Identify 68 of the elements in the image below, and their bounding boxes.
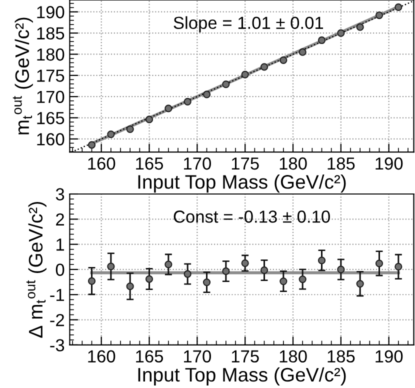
- point: [88, 141, 96, 149]
- point: [260, 266, 268, 274]
- point: [107, 262, 115, 270]
- x-tick-label: 160: [88, 350, 116, 363]
- y-tick-label: 170: [37, 90, 64, 104]
- y-tick-label: -2: [50, 314, 64, 326]
- point: [88, 277, 96, 285]
- y-tick-label: -1: [50, 288, 64, 301]
- point: [298, 275, 306, 284]
- y-axis-title: m$_{t}$$^{out}$ (GeV/c²): [12, 18, 33, 134]
- x-tick-label: 185: [328, 157, 355, 170]
- point: [318, 256, 326, 264]
- point: [202, 278, 211, 286]
- y-tick-label: 165: [37, 112, 64, 124]
- point: [337, 29, 345, 37]
- y-tick-label: 0: [56, 264, 64, 276]
- point: [356, 280, 364, 288]
- x-tick-label: 190: [376, 157, 403, 170]
- point: [222, 267, 230, 276]
- point: [260, 63, 268, 71]
- x-tick-label: 165: [136, 157, 164, 170]
- y-tick-label: 180: [37, 48, 64, 61]
- y-tick-label: 190: [37, 6, 64, 18]
- x-tick-label: 160: [88, 157, 116, 170]
- y-axis-title: Δ m$_{t}$$^{out}$ (GeV/c²): [26, 202, 46, 338]
- point: [145, 275, 154, 283]
- x-tick-label: 180: [280, 350, 307, 363]
- point: [184, 270, 192, 278]
- point: [318, 36, 326, 44]
- point: [394, 3, 402, 12]
- y-tick-label: 1: [56, 238, 64, 251]
- y-tick-label: 2: [56, 213, 64, 226]
- x-tick-label: 175: [232, 350, 259, 363]
- point: [298, 48, 306, 56]
- point: [184, 98, 192, 106]
- point: [164, 260, 172, 268]
- point: [337, 266, 345, 274]
- point: [164, 104, 172, 112]
- point: [280, 277, 288, 286]
- y-tick-label: 3: [56, 188, 64, 200]
- point: [375, 11, 384, 20]
- point: [375, 260, 384, 268]
- point: [202, 90, 211, 98]
- y-tick-label: 160: [37, 133, 64, 146]
- x-axis-title: Input Top Mass (GeV/c²): [138, 174, 346, 193]
- point: [394, 262, 402, 271]
- x-tick-label: 170: [184, 157, 211, 170]
- annotation: Const = -0.13 ± 0.10: [174, 210, 330, 223]
- x-tick-label: 185: [328, 350, 355, 363]
- x-axis-title: Input Top Mass (GeV/c²): [138, 367, 346, 386]
- annotation: Slope = 1.01 ± 0.01: [174, 16, 324, 32]
- point: [222, 80, 230, 88]
- point: [241, 70, 249, 78]
- y-tick-label: 185: [37, 27, 64, 40]
- x-tick-label: 165: [136, 350, 164, 363]
- point: [280, 56, 288, 64]
- x-tick-label: 170: [184, 350, 211, 363]
- point: [145, 116, 154, 124]
- point: [241, 259, 249, 267]
- x-tick-label: 175: [232, 158, 259, 170]
- y-tick-label: 175: [37, 70, 64, 82]
- point: [126, 282, 134, 290]
- y-tick-label: -3: [50, 339, 64, 352]
- point: [356, 23, 364, 31]
- x-tick-label: 180: [280, 157, 307, 170]
- point: [126, 125, 134, 134]
- point: [107, 130, 115, 138]
- x-tick-label: 190: [376, 350, 403, 363]
